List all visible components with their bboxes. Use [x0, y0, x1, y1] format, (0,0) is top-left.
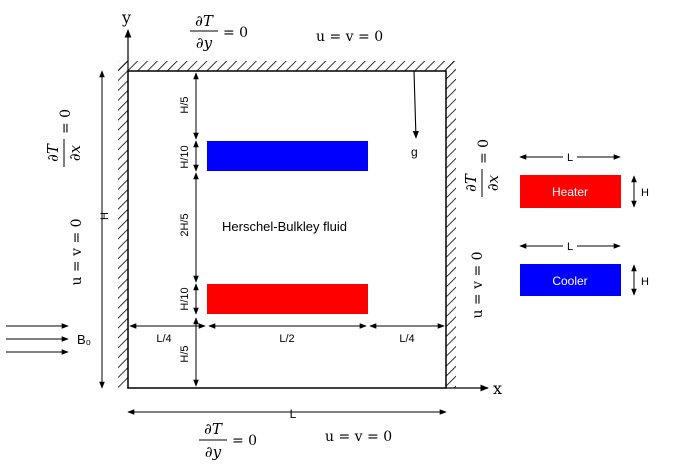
left-adiabatic-rhs: = 0: [58, 109, 74, 134]
cooler-swatch: [520, 264, 621, 296]
y-axis-label: y: [121, 8, 131, 27]
label-bottom-gap: H/5: [179, 345, 191, 362]
heater-width-label-bg: [563, 150, 577, 164]
right-adiabatic-denominator: ∂x: [484, 174, 502, 191]
gravity-label: g: [411, 145, 418, 159]
legend-cooler: L Cooler H: [519, 239, 649, 296]
vertical-dimensions: H/5 H/10 2H/5 H/10 H/5: [179, 72, 199, 387]
left-adiabatic-denominator: ∂x: [66, 144, 84, 161]
cavity-boundary: [127, 70, 447, 389]
fluid-label: Herschel-Bulkley fluid: [222, 219, 347, 234]
top-adiabatic-numerator: ∂T: [195, 12, 214, 30]
bottom-adiabatic-numerator: ∂T: [204, 420, 223, 438]
right-noslip: u = v = 0: [470, 251, 486, 318]
top-noslip: u = v = 0: [316, 29, 383, 45]
right-wall-hatch: [446, 61, 456, 388]
bottom-bc: ∂T ∂y = 0 u = v = 0: [199, 420, 392, 461]
right-bc: ∂T ∂x = 0: [462, 139, 502, 197]
overall-height-label: H: [99, 212, 111, 220]
heater-block: [207, 284, 368, 314]
cooler-label: Cooler: [552, 274, 587, 288]
hatched-walls: [118, 61, 456, 388]
label-left-gap: L/4: [156, 333, 171, 345]
right-adiabatic-numerator: ∂T: [462, 173, 480, 192]
label-top-gap: H/5: [179, 96, 191, 113]
cooler-width-label: L: [567, 241, 573, 253]
magnetic-field: B₀: [6, 323, 91, 355]
horizontal-dimensions: L/4 L/2 L/4: [129, 323, 445, 345]
bottom-adiabatic-denominator: ∂y: [205, 443, 222, 461]
cooler-width-label-bg: [563, 239, 577, 253]
heater-swatch: [520, 175, 621, 208]
x-axis-label: x: [493, 379, 502, 398]
left-wall-hatch: [118, 61, 128, 388]
top-adiabatic-rhs: = 0: [223, 25, 248, 41]
left-noslip: u = v = 0: [69, 218, 85, 285]
cooler-height-label: H: [641, 276, 649, 288]
label-middle-gap: 2H/5: [179, 213, 191, 236]
label-block-width: L/2: [279, 333, 294, 345]
right-adiabatic-rhs: = 0: [476, 139, 492, 164]
top-bc: ∂T ∂y = 0 u = v = 0: [190, 12, 383, 52]
heater-height-label: H: [641, 187, 649, 199]
label-lower-block-height: H/10: [179, 287, 191, 310]
magnetic-field-label: B₀: [77, 332, 91, 347]
bottom-adiabatic-rhs: = 0: [232, 433, 257, 449]
label-right-gap: L/4: [399, 333, 414, 345]
top-adiabatic-denominator: ∂y: [196, 34, 213, 52]
heater-label: Heater: [552, 185, 588, 199]
overall-width-label: L: [290, 407, 297, 421]
top-wall-hatch: [118, 61, 455, 71]
label-upper-block-height: H/10: [179, 145, 191, 168]
heater-width-label: L: [567, 152, 573, 164]
left-adiabatic-numerator: ∂T: [44, 143, 62, 162]
bottom-noslip: u = v = 0: [325, 429, 392, 445]
left-bc: ∂T ∂x = 0: [44, 109, 84, 167]
cooler-block: [207, 141, 368, 171]
gravity-arrow: [412, 70, 419, 139]
legend-heater: L Heater H: [519, 150, 649, 208]
